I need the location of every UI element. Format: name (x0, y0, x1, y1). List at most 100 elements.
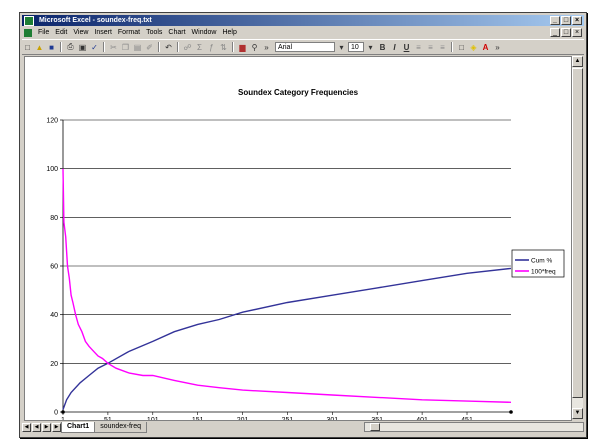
legend-label: 100*freq (531, 269, 556, 276)
minimize-button[interactable]: _ (550, 16, 560, 25)
series-line-1[interactable] (62, 168, 512, 403)
series-lines (62, 168, 512, 410)
axis-endpoint-marker (509, 410, 513, 414)
axes: 0204060801001201511011512012513013514014… (46, 118, 513, 424)
chart-title[interactable]: Soundex Category Frequencies (238, 88, 359, 97)
chart-area[interactable]: Soundex Category Frequencies 0 20 40 60 80 10… (24, 56, 572, 424)
spelling-icon[interactable]: ✓ (91, 42, 98, 52)
menu-insert[interactable]: Insert (94, 29, 112, 36)
menu-format[interactable]: Format (117, 29, 141, 36)
tab-chart1[interactable]: Chart1 (61, 421, 96, 433)
legend-label: Cum % (531, 258, 553, 265)
new-icon[interactable]: □ (25, 42, 30, 52)
menu-edit[interactable]: Edit (55, 29, 68, 36)
last-sheet-icon[interactable]: ▶ (52, 422, 61, 432)
font-size-box[interactable]: 10 (348, 42, 364, 52)
y-tick-label: 0 (54, 410, 58, 417)
menu-bar: File Edit View Insert Format Tools Chart… (22, 27, 584, 38)
x-tick-label: 401 (416, 417, 428, 420)
menu-view[interactable]: View (73, 29, 89, 36)
underline-button[interactable]: U (403, 42, 410, 52)
autosum-icon[interactable]: Σ (197, 42, 202, 52)
toolbar-separator (60, 42, 62, 52)
x-tick-label: 451 (461, 417, 473, 420)
toolbar-separator (103, 42, 105, 52)
x-tick-label: 1 (61, 417, 65, 420)
chart-wizard-icon[interactable]: ▆ (239, 42, 246, 52)
undo-icon[interactable]: ↶ (165, 42, 172, 52)
chart-svg: Soundex Category Frequencies 0 20 40 60 80 10… (46, 88, 565, 424)
scroll-thumb[interactable] (572, 68, 583, 398)
x-tick-label: 151 (192, 417, 204, 420)
y-tick-label: 80 (50, 215, 58, 222)
y-tick-label: 20 (50, 361, 58, 368)
scroll-down-icon[interactable]: ▼ (572, 408, 583, 419)
format-painter-icon[interactable]: ✐ (146, 42, 153, 52)
legend[interactable]: Cum % 100*freq (511, 249, 565, 278)
doc-restore-button[interactable]: □ (561, 28, 571, 37)
menu-tools[interactable]: Tools (146, 29, 163, 36)
paste-icon[interactable]: ▤ (133, 42, 142, 52)
standard-toolbar: □ ▲ ■ ⎙ ▣ ✓ ✂ ❐ ▤ ✐ ↶ ☍ Σ ƒ ⇅ ▆ ⚲ » Aria… (22, 39, 584, 55)
zoom-icon[interactable]: ⚲ (251, 42, 258, 52)
restore-button[interactable]: □ (561, 16, 571, 25)
italic-button[interactable]: I (393, 42, 396, 52)
toolbar-separator (177, 42, 179, 52)
window-title: Microsoft Excel - soundex-freq.txt (38, 17, 152, 24)
doc-close-button[interactable]: × (572, 28, 582, 37)
x-tick-label: 201 (237, 417, 249, 420)
print-icon[interactable]: ⎙ (67, 42, 74, 51)
y-tick-label: 60 (50, 264, 58, 271)
align-left-icon[interactable]: ≡ (416, 42, 421, 52)
scroll-up-icon[interactable]: ▲ (572, 56, 583, 67)
toolbar-more-icon[interactable]: » (495, 42, 500, 52)
toolbar-separator (451, 42, 453, 52)
series-line-0[interactable] (62, 267, 512, 410)
size-dropdown-icon[interactable]: ▾ (368, 42, 373, 52)
hyperlink-icon[interactable]: ☍ (183, 42, 192, 52)
font-dropdown-icon[interactable]: ▾ (339, 42, 344, 52)
title-bar[interactable]: Microsoft Excel - soundex-freq.txt _ □ × (22, 15, 584, 26)
fill-color-icon[interactable]: ◈ (470, 42, 477, 52)
x-tick-label: 351 (371, 417, 383, 420)
workbook-icon[interactable] (24, 28, 32, 37)
excel-window: Microsoft Excel - soundex-freq.txt _ □ ×… (19, 12, 587, 438)
borders-icon[interactable]: □ (459, 42, 464, 52)
menu-file[interactable]: File (38, 29, 50, 36)
align-right-icon[interactable]: ≡ (440, 42, 445, 52)
menu-chart[interactable]: Chart (168, 29, 186, 36)
prev-sheet-icon[interactable]: ◀ (32, 422, 41, 432)
x-tick-label: 251 (282, 417, 294, 420)
save-icon[interactable]: ■ (49, 42, 54, 52)
y-tick-label: 120 (46, 118, 58, 125)
bold-button[interactable]: B (379, 42, 386, 52)
x-tick-label: 51 (104, 417, 112, 420)
x-tick-label: 101 (147, 417, 159, 420)
tab-soundex-freq[interactable]: soundex-freq (94, 421, 148, 433)
next-sheet-icon[interactable]: ▶ (42, 422, 51, 432)
vertical-scrollbar[interactable]: ▲ ▼ (572, 56, 583, 419)
menu-window[interactable]: Window (191, 29, 217, 36)
align-center-icon[interactable]: ≡ (428, 42, 433, 52)
font-color-icon[interactable]: A (482, 42, 489, 52)
doc-minimize-button[interactable]: _ (550, 28, 560, 37)
function-icon[interactable]: ƒ (209, 42, 214, 52)
cut-icon[interactable]: ✂ (110, 42, 117, 52)
sort-icon[interactable]: ⇅ (220, 42, 227, 52)
y-tick-label: 100 (46, 166, 58, 173)
open-icon[interactable]: ▲ (35, 42, 44, 52)
y-tick-label: 40 (50, 312, 58, 319)
toolbar-options-icon[interactable]: » (264, 42, 269, 52)
horizontal-scrollbar[interactable] (364, 422, 584, 432)
font-name-box[interactable]: Arial (275, 42, 335, 52)
legend-box (511, 249, 565, 278)
print-preview-icon[interactable]: ▣ (78, 42, 87, 52)
copy-icon[interactable]: ❐ (121, 42, 130, 52)
menu-help[interactable]: Help (222, 29, 237, 36)
hscroll-thumb[interactable] (370, 423, 380, 431)
excel-app-icon (24, 16, 34, 26)
close-button[interactable]: × (572, 16, 582, 25)
toolbar-separator (158, 42, 160, 52)
first-sheet-icon[interactable]: ◀ (22, 422, 31, 432)
gridlines (63, 119, 511, 364)
